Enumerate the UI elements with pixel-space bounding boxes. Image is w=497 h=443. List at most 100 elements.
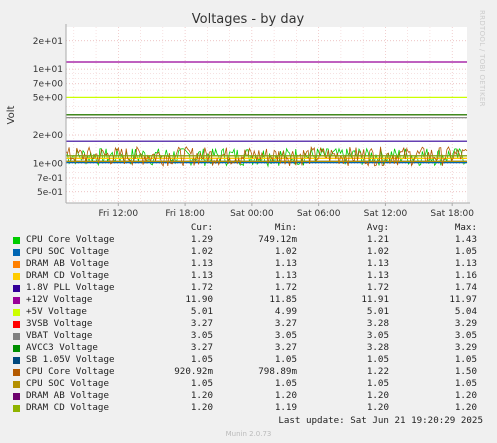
legend-cur-value: 11.90 <box>185 294 213 305</box>
legend-cur-value: 3.05 <box>190 330 213 341</box>
legend-swatch <box>13 237 20 244</box>
legend-min-value: 11.85 <box>269 294 297 305</box>
legend-max-value: 11.97 <box>449 294 477 305</box>
col-max: Max: <box>454 222 477 233</box>
legend-swatch <box>13 357 20 364</box>
y-tick-label: 7e-01 <box>37 174 63 184</box>
y-tick-label: 5e+00 <box>33 94 64 104</box>
legend-row: DRAM CD Voltage 1.13 1.13 1.13 1.16 <box>0 270 497 282</box>
munin-version: Munin 2.0.73 <box>225 430 272 438</box>
legend-avg-value: 1.05 <box>366 378 389 389</box>
legend-swatch <box>13 345 20 352</box>
legend-min-value: 1.13 <box>274 258 297 269</box>
legend-cur-value: 1.13 <box>190 270 213 281</box>
legend-max-value: 1.05 <box>454 246 477 257</box>
legend-series-name: +12V Voltage <box>26 294 93 305</box>
legend-series-name: DRAM AB Voltage <box>26 258 109 269</box>
legend-avg-value: 1.20 <box>366 402 389 413</box>
legend-row: 3VSB Voltage 3.27 3.27 3.28 3.29 <box>0 318 497 330</box>
x-tick-label: Sat 00:00 <box>230 209 274 219</box>
series-lines <box>65 61 468 168</box>
legend-max-value: 1.50 <box>454 366 477 377</box>
legend-avg-value: 1.13 <box>366 270 389 281</box>
legend-max-value: 1.20 <box>454 390 477 401</box>
legend-min-value: 798.89m <box>258 366 297 377</box>
legend-swatch <box>13 273 20 280</box>
legend-row: CPU Core Voltage 1.29 749.12m 1.21 1.43 <box>0 234 497 246</box>
last-update: Last update: Sat Jun 21 19:20:29 2025 <box>278 415 483 426</box>
legend-avg-value: 1.21 <box>366 234 389 245</box>
x-tick-label: Sat 18:00 <box>430 209 474 219</box>
legend-swatch <box>13 309 20 316</box>
legend-min-value: 1.72 <box>274 282 297 293</box>
legend-cur-value: 1.05 <box>190 378 213 389</box>
legend-cur-value: 1.20 <box>190 402 213 413</box>
legend-max-value: 3.29 <box>454 342 477 353</box>
legend-cur-value: 1.72 <box>190 282 213 293</box>
legend-row: AVCC3 Voltage 3.27 3.27 3.28 3.29 <box>0 342 497 354</box>
x-tick-label: Fri 18:00 <box>165 209 205 219</box>
legend-series-name: CPU SOC Voltage <box>26 378 109 389</box>
legend-max-value: 1.20 <box>454 402 477 413</box>
chart-canvas: 5e-01 7e-01 1e+00 2e+00 5e+00 7e+00 1e+01 2e+01… <box>6 12 474 219</box>
rrdtool-credit: RRDTOOL / TOBI OETIKER <box>478 10 486 107</box>
y-tick-label: 1e+00 <box>33 159 64 169</box>
legend-max-value: 1.13 <box>454 258 477 269</box>
chart-title: Voltages - by day <box>192 12 305 27</box>
legend-max-value: 1.05 <box>454 378 477 389</box>
col-min: Min: <box>274 222 297 233</box>
legend-series-name: CPU Core Voltage <box>26 234 115 245</box>
legend-cur-value: 1.13 <box>190 258 213 269</box>
legend-row: CPU Core Voltage 920.92m 798.89m 1.22 1.50 <box>0 366 497 378</box>
legend-row: +12V Voltage 11.90 11.85 11.91 11.97 <box>0 294 497 306</box>
legend-header: Cur: Min: Avg: Max: <box>0 222 497 234</box>
legend-avg-value: 1.22 <box>366 366 389 377</box>
series-line <box>65 145 468 167</box>
legend-cur-value: 3.27 <box>190 342 213 353</box>
legend-avg-value: 5.01 <box>366 306 389 317</box>
legend-series-name: SB 1.05V Voltage <box>26 354 115 365</box>
legend-swatch <box>13 381 20 388</box>
legend-series-name: VBAT Voltage <box>26 330 93 341</box>
legend-series-name: DRAM CD Voltage <box>26 402 109 413</box>
legend-min-value: 4.99 <box>274 306 297 317</box>
legend-avg-value: 1.02 <box>366 246 389 257</box>
legend-cur-value: 1.02 <box>190 246 213 257</box>
legend-row: DRAM AB Voltage 1.20 1.20 1.20 1.20 <box>0 390 497 402</box>
legend-swatch <box>13 393 20 400</box>
legend-series-name: DRAM AB Voltage <box>26 390 109 401</box>
legend-avg-value: 3.28 <box>366 318 389 329</box>
legend-series-name: CPU Core Voltage <box>26 366 115 377</box>
legend-swatch <box>13 297 20 304</box>
legend-min-value: 1.13 <box>274 270 297 281</box>
legend-max-value: 1.05 <box>454 354 477 365</box>
legend-cur-value: 1.20 <box>190 390 213 401</box>
legend-max-value: 3.05 <box>454 330 477 341</box>
legend-cur-value: 920.92m <box>174 366 213 377</box>
y-tick-label: 2e+00 <box>33 131 64 141</box>
legend-row: CPU SOC Voltage 1.02 1.02 1.02 1.05 <box>0 246 497 258</box>
col-cur: Cur: <box>190 222 213 233</box>
legend-row: DRAM CD Voltage 1.20 1.19 1.20 1.20 <box>0 402 497 414</box>
x-tick-label: Sat 12:00 <box>364 209 408 219</box>
legend-swatch <box>13 369 20 376</box>
legend-cur-value: 1.29 <box>190 234 213 245</box>
legend-min-value: 749.12m <box>258 234 297 245</box>
legend-max-value: 1.74 <box>454 282 477 293</box>
x-tick-label: Sat 06:00 <box>297 209 341 219</box>
legend-cur-value: 1.05 <box>190 354 213 365</box>
legend-max-value: 1.16 <box>454 270 477 281</box>
y-tick-label: 1e+01 <box>33 65 63 75</box>
y-axis-label: Volt <box>6 105 17 124</box>
legend-max-value: 5.04 <box>454 306 477 317</box>
y-tick-label: 2e+01 <box>33 37 63 47</box>
legend-row: +5V Voltage 5.01 4.99 5.01 5.04 <box>0 306 497 318</box>
legend-swatch <box>13 285 20 292</box>
legend-avg-value: 3.28 <box>366 342 389 353</box>
legend-series-name: +5V Voltage <box>26 306 87 317</box>
legend-swatch <box>13 261 20 268</box>
legend-swatch <box>13 333 20 340</box>
y-tick-label: 7e+00 <box>33 80 64 90</box>
legend-max-value: 3.29 <box>454 318 477 329</box>
